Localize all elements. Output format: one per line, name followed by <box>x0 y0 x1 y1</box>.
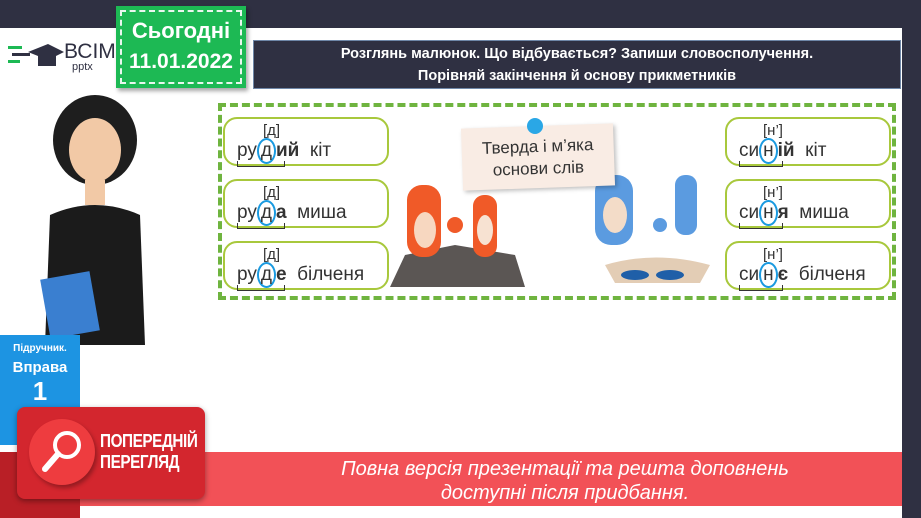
stem-bracket <box>237 161 285 167</box>
pin-icon <box>527 118 543 134</box>
word-phrase: си н ій кіт <box>739 138 826 164</box>
phoneme: [н’] <box>763 122 783 139</box>
word-card: [д] ру д е білченя <box>223 241 389 291</box>
root-letter-circled: н <box>759 200 778 226</box>
stem-bracket <box>237 285 285 291</box>
teacher-illustration <box>40 95 145 345</box>
banner-line2: доступні після придбання. <box>440 482 690 504</box>
preview-line2: ПЕРЕГЛЯД <box>100 452 180 472</box>
graduation-cap-icon <box>8 44 64 66</box>
word-phrase: ру д е білченя <box>237 262 364 288</box>
root-letter-circled: н <box>759 262 778 288</box>
stem-bracket <box>237 223 285 229</box>
preview-line1: ПОПЕРЕДНІЙ <box>100 431 198 451</box>
sticky-note: Тверда і м’яка основи слів <box>460 123 616 191</box>
phoneme: [д] <box>263 246 281 263</box>
root-letter-circled: д <box>256 200 276 226</box>
noun: кіт <box>309 140 332 161</box>
stem: си <box>739 264 760 285</box>
stem-bracket <box>739 285 783 291</box>
banner-line1: Повна версія презентації та решта доповн… <box>341 458 789 480</box>
stem: ру <box>237 140 257 161</box>
red-animals-illustration <box>390 185 525 287</box>
word-card: [н’] си н ій кіт <box>725 117 891 167</box>
title-line1: Розглянь малюнок. Що відбувається? Запиш… <box>340 46 814 62</box>
ending: є <box>777 264 789 285</box>
date-value: 11.01.2022 <box>129 50 233 73</box>
word-card: [д] ру д а миша <box>223 179 389 229</box>
word-card: [д] ру д ий кіт <box>223 117 389 167</box>
magnifier-icon <box>29 419 95 485</box>
root-letter-circled: н <box>759 138 778 164</box>
ending: я <box>777 202 789 223</box>
stem-bracket <box>739 161 783 167</box>
noun: білченя <box>798 264 866 285</box>
date-label: Сьогодні <box>131 18 231 43</box>
word-phrase: ру д ий кіт <box>237 138 331 164</box>
noun: білченя <box>297 264 365 285</box>
logo-brand: ВСІМ <box>64 40 116 63</box>
ending: е <box>275 264 287 285</box>
phoneme: [д] <box>263 184 281 201</box>
stem-bracket <box>739 223 783 229</box>
ending: а <box>275 202 287 223</box>
phoneme: [н’] <box>763 184 783 201</box>
word-phrase: си н я миша <box>739 200 849 226</box>
stem: си <box>739 202 760 223</box>
title-line2: Порівняй закінчення й основу прикметникі… <box>417 68 737 84</box>
stem: си <box>739 140 760 161</box>
logo: ВСІМ pptx <box>8 38 118 73</box>
word-phrase: си н є білченя <box>739 262 866 288</box>
word-phrase: ру д а миша <box>237 200 347 226</box>
exercise-number: 1 <box>32 376 48 406</box>
word-card: [н’] си н є білченя <box>725 241 891 291</box>
word-card: [н’] си н я миша <box>725 179 891 229</box>
date-badge: Сьогодні 11.01.2022 <box>116 6 246 88</box>
blue-animals-illustration <box>595 175 710 283</box>
ending: ій <box>777 140 795 161</box>
stem: ру <box>237 264 257 285</box>
noun: миша <box>297 202 347 223</box>
phoneme: [д] <box>263 122 281 139</box>
phoneme: [н’] <box>763 246 783 263</box>
logo-sub: pptx <box>72 61 93 73</box>
preview-badge[interactable]: ПОПЕРЕДНІЙ ПЕРЕГЛЯД <box>17 407 205 499</box>
noun: миша <box>799 202 849 223</box>
exercise-board <box>218 103 896 300</box>
exercise-label: Підручник. <box>13 343 67 354</box>
noun: кіт <box>805 140 827 161</box>
ending: ий <box>275 140 300 161</box>
stem: ру <box>237 202 257 223</box>
root-letter-circled: д <box>256 138 276 164</box>
exercise-title: Вправа <box>12 359 68 376</box>
task-title: Розглянь малюнок. Що відбувається? Запиш… <box>253 40 901 89</box>
root-letter-circled: д <box>256 262 276 288</box>
